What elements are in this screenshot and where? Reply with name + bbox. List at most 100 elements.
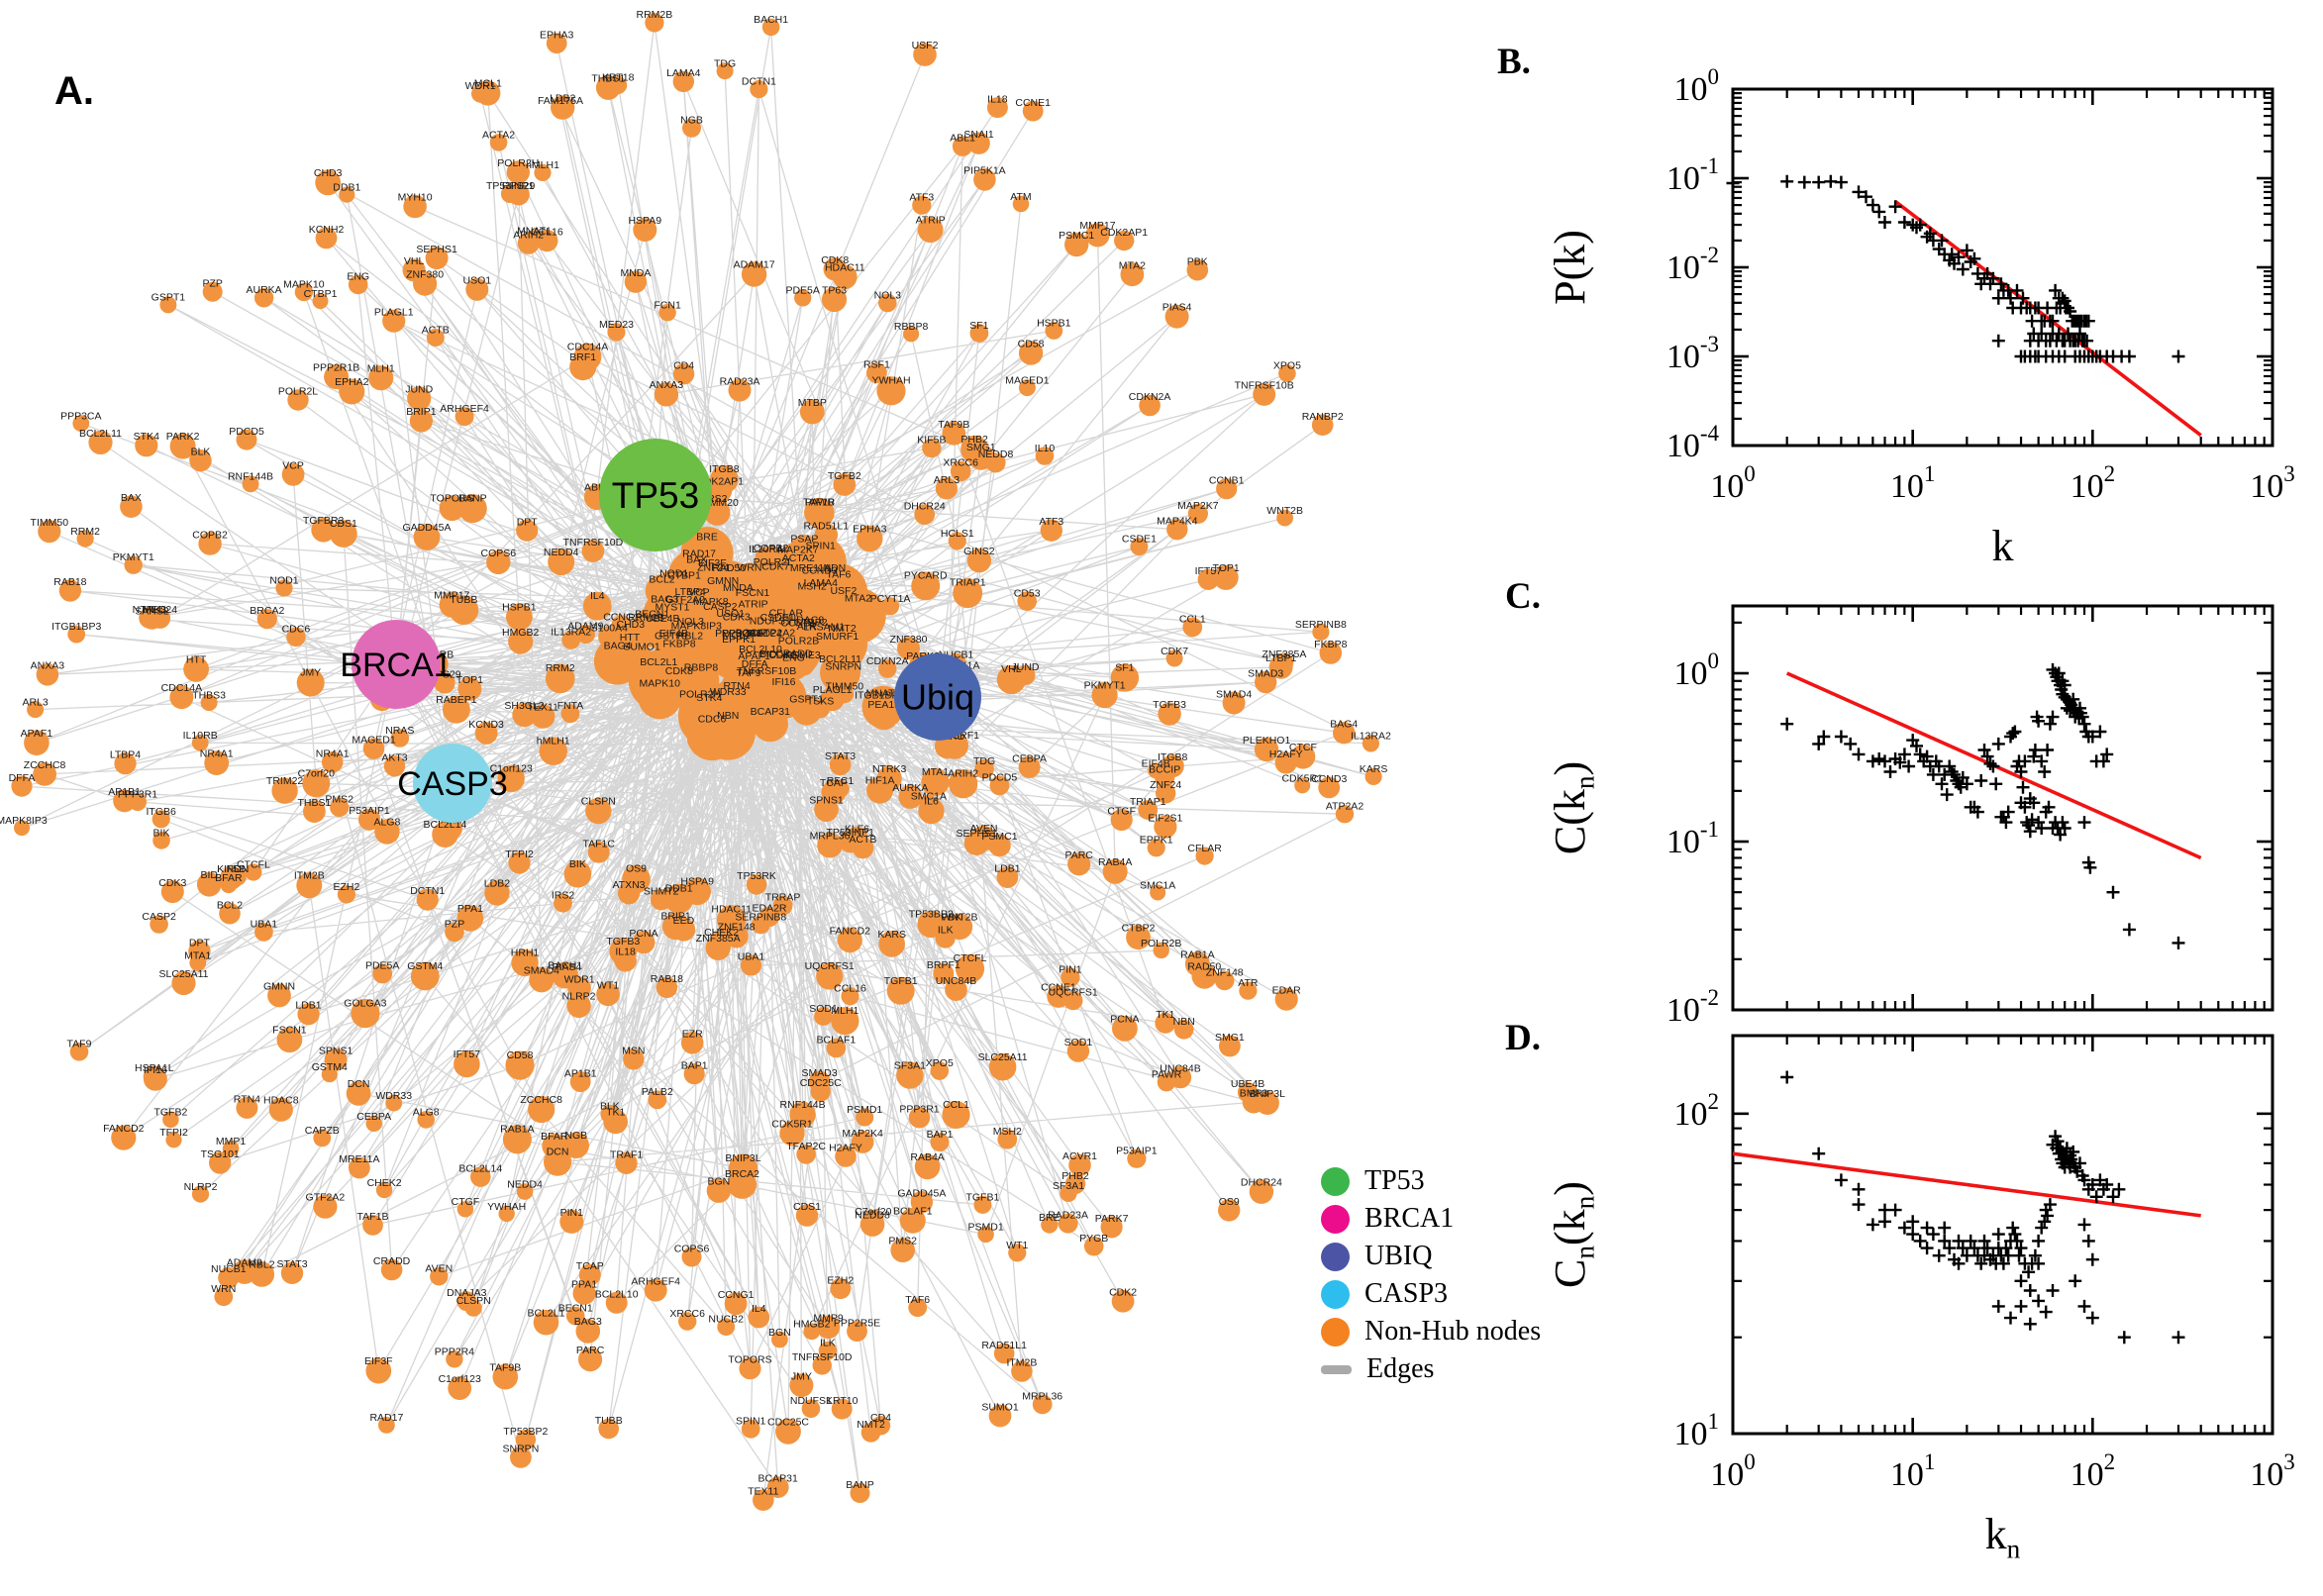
network-node bbox=[362, 1215, 383, 1236]
network-node-label: AP1B1 bbox=[564, 1067, 597, 1079]
hub-circle-tp53 bbox=[599, 439, 712, 551]
network-node-label: RANBP2 bbox=[1302, 411, 1344, 423]
network-node-label: CSDE1 bbox=[1122, 534, 1157, 546]
network-node-label: PLAGL1 bbox=[813, 684, 853, 696]
network-node bbox=[796, 1145, 816, 1164]
network-node-label: WNT2B bbox=[1266, 505, 1303, 517]
network-node bbox=[303, 800, 326, 823]
network-node-label: HMGB2 bbox=[793, 1319, 831, 1331]
network-node-label: RAB1A bbox=[1180, 949, 1214, 961]
network-node bbox=[489, 134, 508, 151]
network-node-label: PPP3R1 bbox=[118, 789, 157, 801]
network-node bbox=[502, 1125, 532, 1154]
network-node-label: AURKA bbox=[247, 284, 282, 296]
network-node bbox=[831, 1007, 859, 1036]
network-node-label: DCTN1 bbox=[410, 885, 445, 897]
network-node-label: PKMYT1 bbox=[1084, 680, 1126, 692]
network-node bbox=[1112, 1016, 1138, 1042]
network-node bbox=[1083, 1236, 1104, 1256]
network-node-label: BAG4 bbox=[1330, 719, 1358, 731]
network-node bbox=[348, 274, 368, 295]
network-node bbox=[220, 876, 238, 894]
network-node bbox=[1249, 1179, 1274, 1204]
network-node bbox=[789, 535, 820, 564]
network-node-label: SPNS1 bbox=[809, 795, 844, 807]
network-node bbox=[457, 494, 487, 524]
network-node-label: CFLAR bbox=[769, 608, 804, 620]
scatter-points bbox=[1780, 662, 2185, 949]
network-node-label: NGB bbox=[680, 115, 703, 127]
network-node bbox=[712, 578, 734, 601]
network-node bbox=[847, 1321, 867, 1342]
network-node bbox=[339, 186, 355, 203]
network-node-label: MRPL36 bbox=[1022, 1390, 1062, 1402]
network-node-label: DHCR24 bbox=[904, 501, 946, 513]
network-node-label: TNFRSF10D bbox=[792, 1351, 853, 1363]
network-node bbox=[795, 1204, 819, 1227]
network-node bbox=[296, 668, 325, 697]
network-node-label: BCAP31 bbox=[751, 706, 790, 718]
network-node bbox=[351, 999, 380, 1029]
network-node-label: TAF6 bbox=[905, 1294, 930, 1306]
network-node-label: ZNF385A bbox=[696, 933, 741, 945]
network-node-label: PDCD5 bbox=[982, 772, 1018, 784]
network-node bbox=[831, 779, 850, 798]
network-node-label: XPO5 bbox=[1273, 360, 1301, 372]
network-node bbox=[663, 883, 694, 914]
network-node-label: RRM2B bbox=[628, 612, 664, 624]
network-node bbox=[536, 230, 558, 252]
network-node-label: HDAC11 bbox=[825, 262, 865, 274]
network-node bbox=[1015, 665, 1036, 685]
network-node-label: hMLH1 bbox=[526, 159, 559, 171]
network-node-label: CDC25C bbox=[800, 1077, 842, 1089]
network-node bbox=[569, 353, 597, 381]
network-node-label: TOPORS bbox=[728, 1354, 771, 1366]
network-node-label: EIF3F bbox=[364, 1355, 393, 1367]
network-node bbox=[680, 527, 734, 579]
network-node bbox=[818, 1342, 838, 1360]
network-node bbox=[375, 1181, 393, 1199]
network-node-label: BAX bbox=[686, 554, 707, 566]
network-node-label: TUBB bbox=[450, 594, 477, 606]
network-node bbox=[835, 1146, 857, 1167]
network-node-label: COPB2 bbox=[754, 543, 789, 554]
network-node-label: BCL2 bbox=[217, 899, 243, 911]
network-node-label: IRS2 bbox=[552, 890, 575, 902]
network-node-label: HTT bbox=[620, 632, 641, 644]
network-node-label: MAPK8IP3 bbox=[0, 815, 48, 827]
network-node-label: LRSAM1 bbox=[803, 621, 845, 633]
network-node bbox=[973, 1195, 992, 1214]
network-node bbox=[539, 737, 567, 765]
network-node bbox=[812, 1355, 832, 1375]
network-node bbox=[656, 976, 678, 999]
network-node bbox=[1126, 925, 1151, 950]
network-node-label: BCAP31 bbox=[758, 1473, 798, 1485]
network-node-label: GSPT1 bbox=[789, 693, 824, 705]
network-node-label: EDA2R bbox=[752, 903, 786, 915]
network-node bbox=[846, 826, 868, 849]
network-node bbox=[1173, 1020, 1194, 1040]
network-node bbox=[1213, 564, 1239, 590]
network-node bbox=[280, 1261, 304, 1285]
network-node-label: ACTB bbox=[422, 325, 450, 337]
network-node bbox=[870, 1416, 891, 1436]
network-node-label: BANP bbox=[458, 492, 487, 504]
nonhub-node-labels: MAPK10 EPPK1 USO1 GSPT1 BAG3 SPIN1 PPP2R4 FSCN1… bbox=[0, 9, 1391, 1498]
network-node bbox=[313, 1194, 338, 1219]
network-node bbox=[878, 659, 897, 678]
network-node-label: PDE5A bbox=[785, 284, 819, 296]
network-node bbox=[330, 520, 357, 548]
network-node-label: EIF4B bbox=[1142, 757, 1170, 769]
network-node-label: PHB2 bbox=[1061, 1170, 1089, 1182]
network-node bbox=[129, 793, 147, 811]
network-node bbox=[189, 449, 212, 472]
network-node-label: VHL bbox=[404, 255, 425, 267]
network-node-label: RRM2 bbox=[70, 526, 100, 538]
network-node-label: BANP bbox=[846, 1479, 874, 1491]
network-node-label: CDC6 bbox=[282, 624, 311, 636]
network-node bbox=[831, 1398, 853, 1420]
network-node bbox=[1216, 478, 1238, 500]
network-node-label: VCP bbox=[282, 460, 304, 472]
network-node-label: PSAP bbox=[790, 534, 818, 546]
